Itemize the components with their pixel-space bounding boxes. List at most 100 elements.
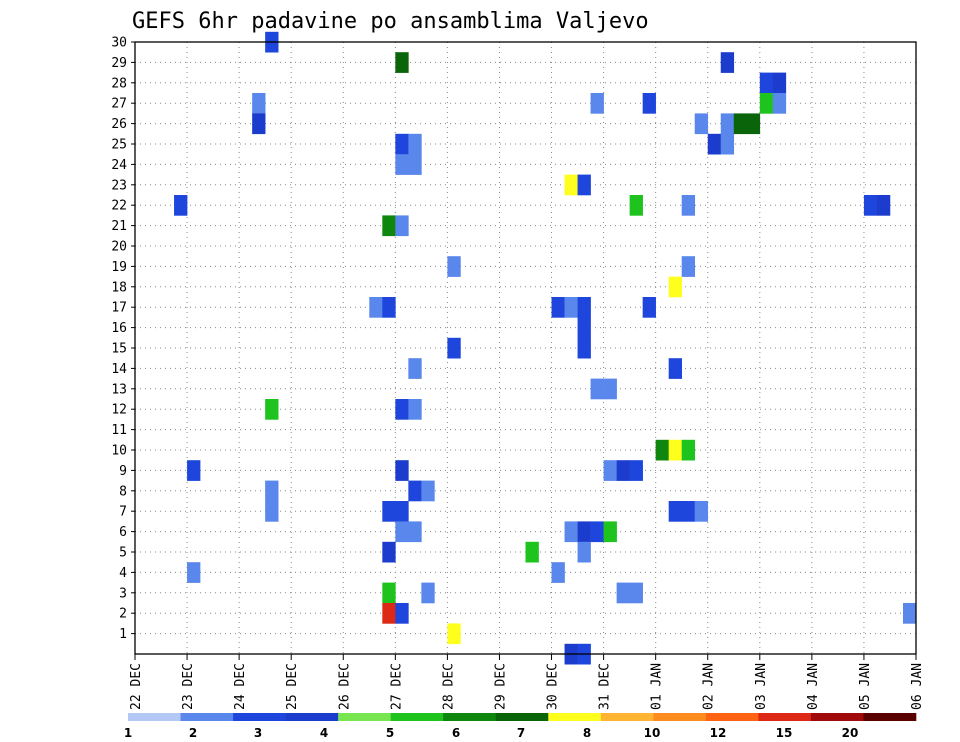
heatmap-cell <box>577 337 591 359</box>
heatmap-cell <box>408 133 422 155</box>
heatmap-cell <box>382 501 396 522</box>
x-tick-label: 27 DEC <box>389 663 404 710</box>
heatmap-cell <box>759 93 774 114</box>
x-tick-label: 02 JAN <box>702 663 717 710</box>
y-tick-label: 13 <box>111 382 127 397</box>
y-tick-label: 25 <box>111 138 127 153</box>
x-tick-label: 06 JAN <box>910 663 925 710</box>
heatmap-cell <box>395 521 409 543</box>
heatmap-cell <box>408 399 422 420</box>
heatmap-cell <box>369 297 383 318</box>
heatmap-cell <box>265 399 279 420</box>
heatmap-cell <box>382 297 396 318</box>
x-tick-label: 25 DEC <box>285 663 300 710</box>
x-tick-label: 31 DEC <box>598 663 613 710</box>
colorbar-segment <box>758 713 812 721</box>
colorbar-segment <box>495 713 549 721</box>
y-tick-label: 20 <box>111 240 127 255</box>
colorbar-label: 3 <box>254 726 262 740</box>
heatmap-cell <box>382 215 396 237</box>
y-tick-label: 3 <box>119 586 127 601</box>
x-axis: 22 DEC 23 DEC 24 DEC 25 DEC 26 DEC 27 DEC 28 D… <box>129 654 925 710</box>
heatmap-cell <box>603 460 617 481</box>
heatmap-cell <box>174 195 188 216</box>
colorbar-segment <box>390 713 444 721</box>
y-tick-label: 22 <box>111 199 127 214</box>
y-tick-label: 10 <box>111 444 127 459</box>
heatmap-cell <box>382 541 396 563</box>
x-tick-label: 23 DEC <box>181 663 196 710</box>
y-tick-label: 23 <box>111 178 127 193</box>
heatmap-cell <box>694 501 709 522</box>
heatmap-cell <box>616 460 630 481</box>
y-tick-label: 21 <box>111 219 127 234</box>
heatmap-cell <box>564 521 578 543</box>
chart-title: GEFS 6hr padavine po ansamblima Valjevo <box>132 9 649 34</box>
y-tick-label: 9 <box>119 464 127 479</box>
y-tick-label: 11 <box>111 423 127 438</box>
y-tick-label: 12 <box>111 403 127 418</box>
heatmap-cell <box>746 113 761 135</box>
heatmap-cell <box>395 215 409 237</box>
x-tick-label: 24 DEC <box>233 663 248 710</box>
heatmap-cell <box>733 113 748 135</box>
colorbar-segment <box>443 713 497 721</box>
y-tick-label: 19 <box>111 260 127 275</box>
heatmap-cell <box>421 480 435 502</box>
heatmap-cell <box>395 52 409 73</box>
y-tick-label: 26 <box>111 117 127 132</box>
heatmap-cell <box>668 358 682 379</box>
colorbar-label: 5 <box>386 726 394 740</box>
colorbar-label: 1 <box>124 726 132 740</box>
heatmap-cell <box>395 460 409 481</box>
colorbar-segment <box>600 713 654 721</box>
heatmap-cell <box>694 113 709 135</box>
colorbar-segment <box>338 713 391 721</box>
heatmap-cell <box>629 195 643 216</box>
heatmap-cell <box>447 337 461 359</box>
x-tick-label: 05 JAN <box>858 663 873 710</box>
colorbar-segment <box>285 713 339 721</box>
y-tick-label: 27 <box>111 97 127 112</box>
y-tick-label: 2 <box>119 607 127 622</box>
heatmap-cell <box>681 195 696 216</box>
colorbar-segment <box>128 713 181 721</box>
y-tick-label: 30 <box>111 36 127 51</box>
heatmap-cell <box>772 93 787 114</box>
heatmap-cell <box>564 174 578 196</box>
y-tick-label: 15 <box>111 342 127 357</box>
heatmap-cells <box>174 31 917 665</box>
colorbar-label: 8 <box>583 726 591 740</box>
heatmap-cell <box>252 113 266 135</box>
heatmap-cell <box>265 501 279 522</box>
y-tick-label: 4 <box>119 566 127 581</box>
heatmap-cell <box>707 133 722 155</box>
heatmap-cell <box>265 480 279 502</box>
heatmap-cell <box>395 501 409 522</box>
heatmap-cell <box>902 603 917 624</box>
heatmap-cell <box>395 154 409 175</box>
heatmap-cell <box>876 195 891 216</box>
heatmap-cell <box>668 276 682 298</box>
colorbar-label: 6 <box>452 726 460 740</box>
heatmap-cell <box>668 501 682 522</box>
y-tick-label: 1 <box>119 627 127 642</box>
y-tick-label: 24 <box>111 158 127 173</box>
heatmap-cell <box>382 582 396 604</box>
heatmap-cell <box>681 256 696 277</box>
x-tick-label: 28 DEC <box>441 663 456 710</box>
colorbar: 1 2 3 4 5 6 7 8 10 12 15 20 <box>124 713 917 740</box>
colorbar-segment <box>863 713 917 721</box>
heatmap-cell <box>577 297 591 318</box>
heatmap-cell <box>395 133 409 155</box>
heatmap-cell <box>720 113 735 135</box>
heatmap-cell <box>642 93 656 114</box>
heatmap-cell <box>629 582 643 604</box>
y-tick-label: 8 <box>119 484 127 499</box>
heatmap-cell <box>577 174 591 196</box>
heatmap-cell <box>863 195 878 216</box>
y-tick-label: 6 <box>119 525 127 540</box>
heatmap-cell <box>772 72 787 94</box>
heatmap-cell <box>655 439 669 461</box>
heatmap-cell <box>603 378 617 400</box>
